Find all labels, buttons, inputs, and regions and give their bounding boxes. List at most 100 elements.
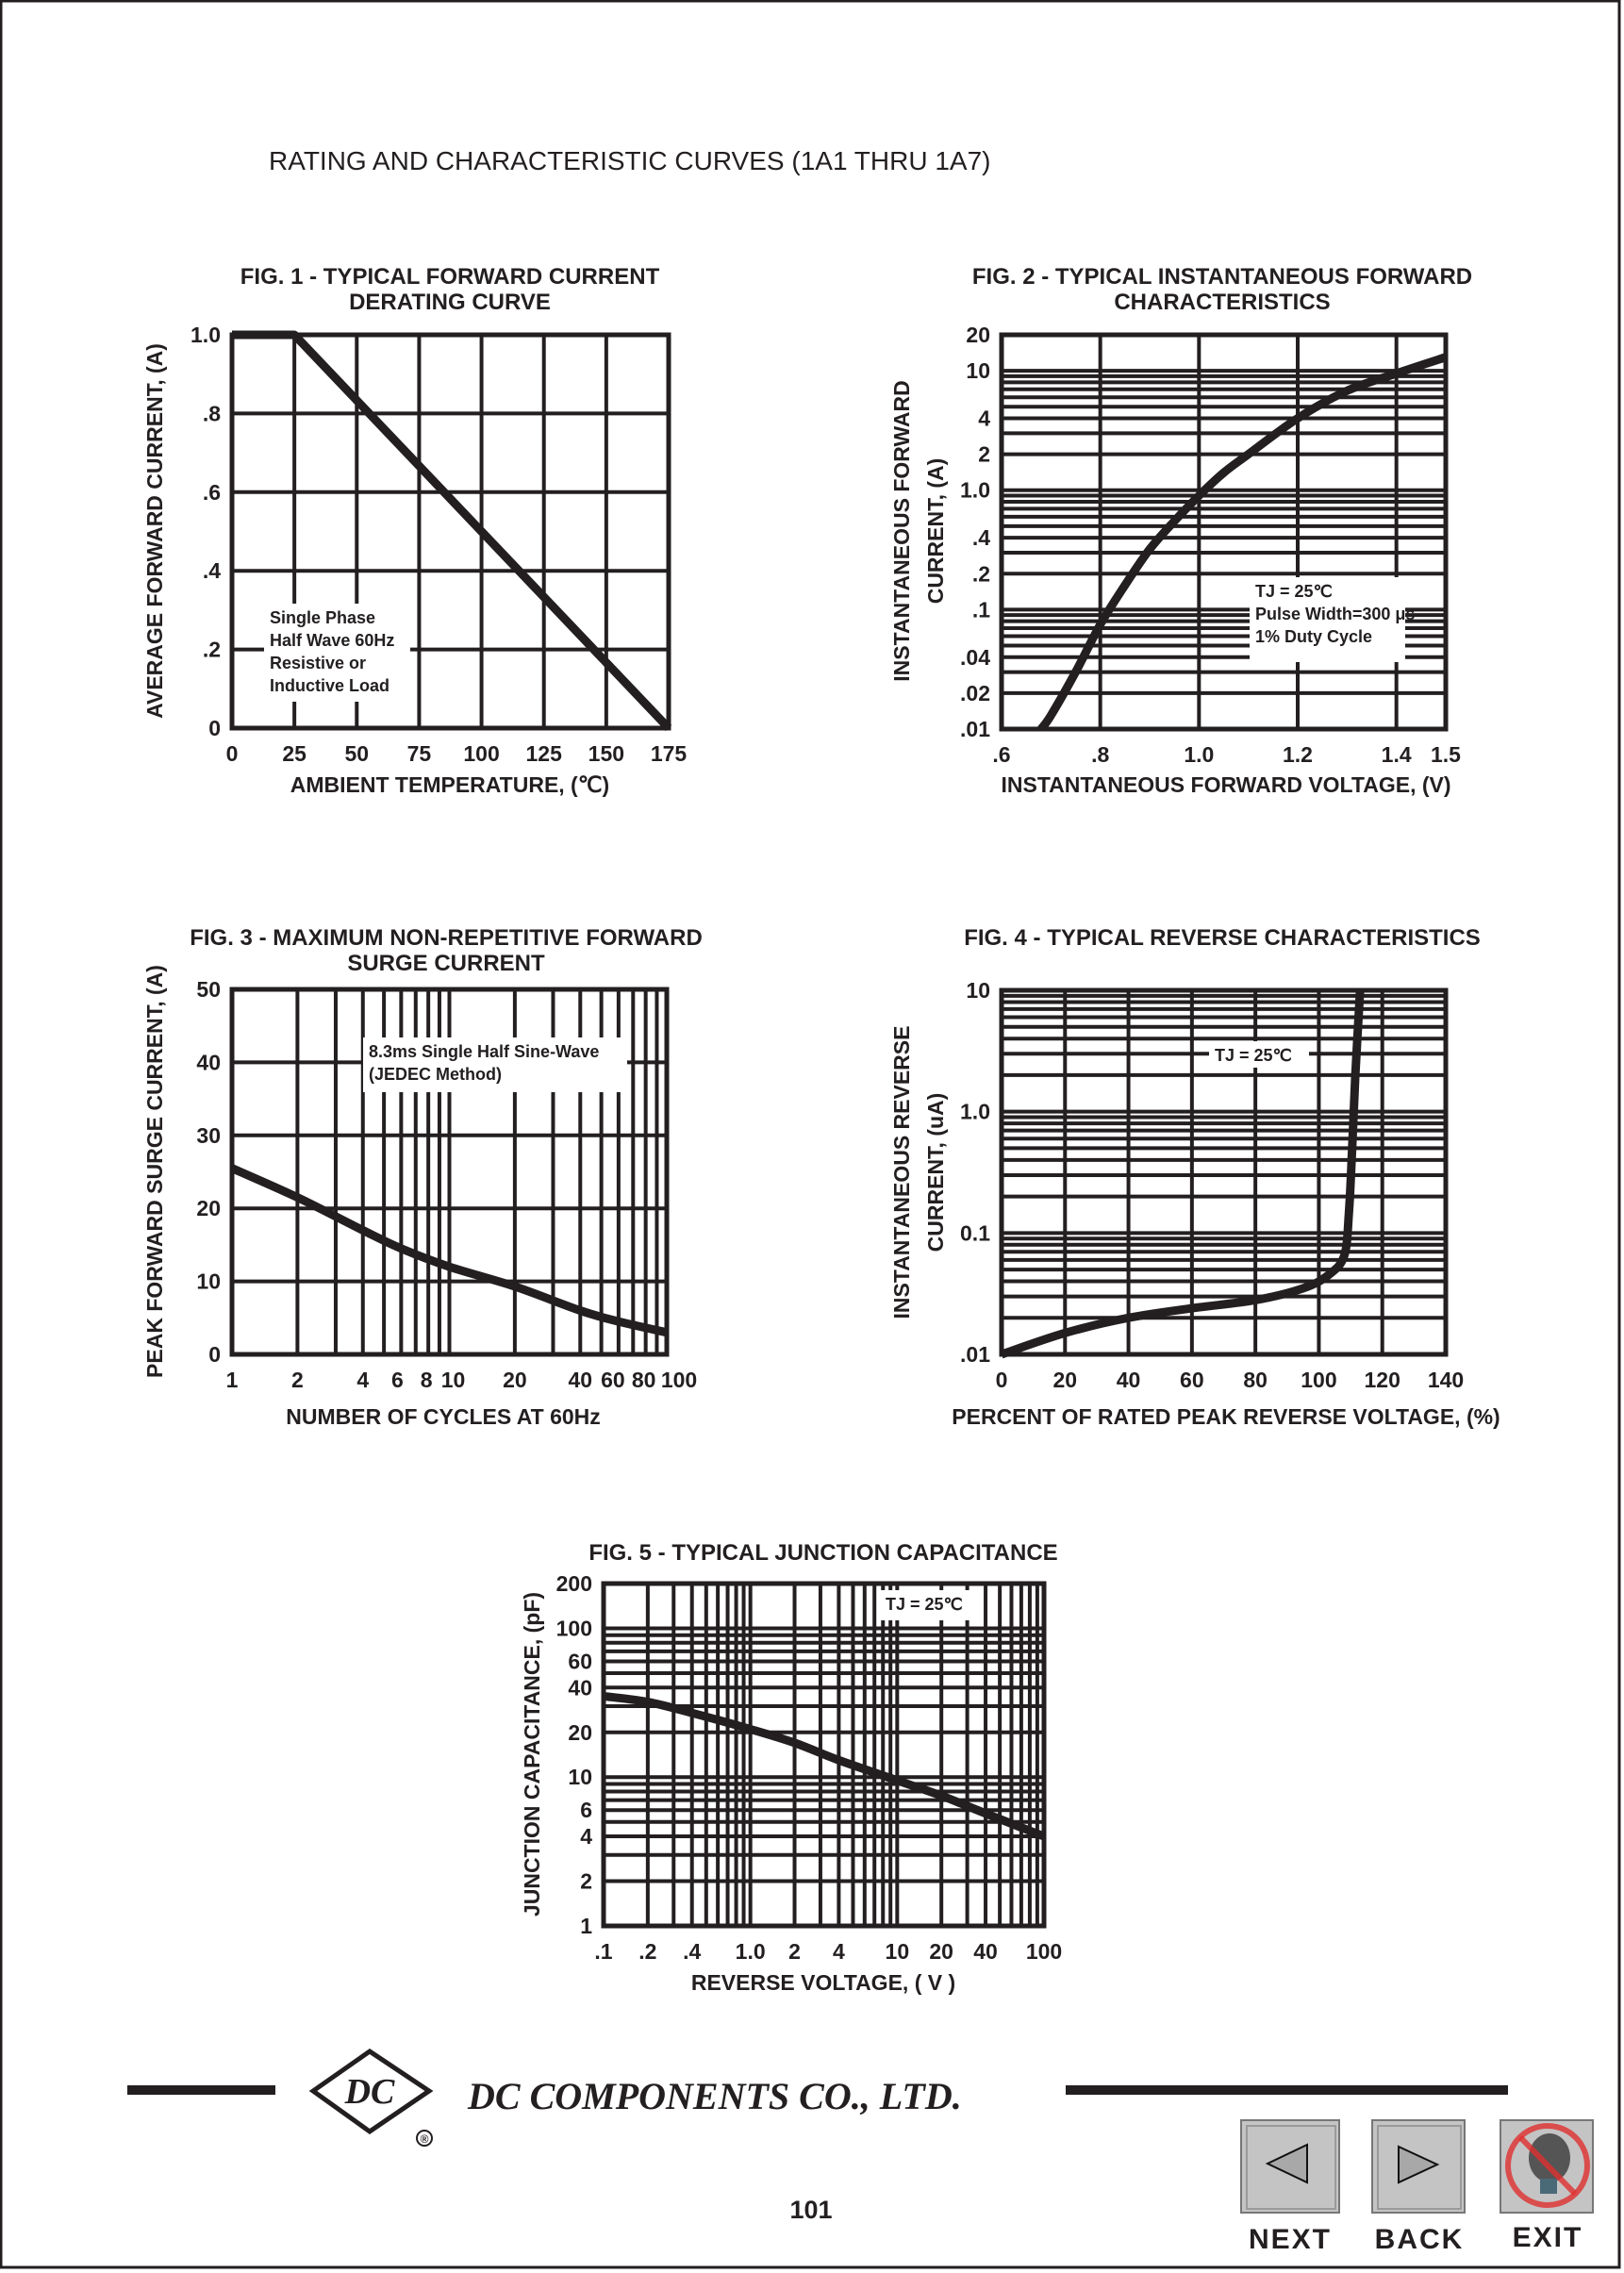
fig1-y-tick-label: .4: [203, 558, 221, 583]
fig5-y-tick-label: 6: [580, 1798, 592, 1822]
fig1-annotation-box: [264, 604, 410, 702]
fig1-labels: FIG. 1 - TYPICAL FORWARD CURRENT DERATIN…: [142, 264, 660, 797]
fig1-title-line2: DERATING CURVE: [349, 290, 551, 315]
fig4-x-tick-label: 80: [1243, 1368, 1268, 1392]
exit-button[interactable]: EXIT: [1500, 2119, 1594, 2253]
fig4-title: FIG. 4 - TYPICAL REVERSE CHARACTERISTICS: [964, 925, 1481, 951]
fig4-x-tick-label: 100: [1301, 1368, 1336, 1392]
fig3-y-tick-label: 0: [208, 1342, 221, 1367]
fig2-y-tick-label: .01: [960, 717, 990, 741]
fig2-annotation-line: Pulse Width=300 μs: [1255, 605, 1415, 623]
no-lightbulb-icon: [1505, 2123, 1590, 2208]
fig1-y-tick-label: 0: [208, 716, 221, 740]
fig1-y-tick-label: .2: [203, 638, 221, 662]
page-number: 101: [789, 2196, 832, 2224]
fig2-y-tick-label: 1.0: [960, 478, 990, 503]
fig2-y-tick-label: .02: [960, 681, 990, 705]
fig5-plot-frame: [601, 1581, 1047, 1929]
fig1-title-line1: FIG. 1 - TYPICAL FORWARD CURRENT: [240, 264, 660, 290]
fig4-labels: FIG. 4 - TYPICAL REVERSE CHARACTERISTICS…: [889, 925, 1500, 1429]
fig3-x-tick-label: 10: [441, 1368, 466, 1392]
footer-rule-right: [1066, 2085, 1508, 2095]
fig1-annotation-line: Resistive or: [270, 654, 366, 672]
fig3-y-axis-label: PEAK FORWARD SURGE CURRENT, (A): [142, 965, 167, 1378]
fig2-x-axis-label: INSTANTANEOUS FORWARD VOLTAGE, (V): [1001, 772, 1450, 797]
fig1-curve: [232, 330, 672, 732]
registered-mark-circle: [416, 2130, 433, 2147]
fig5-annotation-line: TJ = 25℃: [886, 1595, 963, 1614]
fig3-y-tick-label: 10: [196, 1269, 221, 1294]
fig3-x-tick-label: 100: [661, 1368, 697, 1392]
back-button[interactable]: BACK: [1371, 2119, 1466, 2255]
fig4-annotation: TJ = 25℃: [1209, 1041, 1309, 1068]
fig3-y-tick-label: 20: [196, 1196, 221, 1220]
fig5-grid: [602, 1582, 1046, 1928]
fig5-labels: FIG. 5 - TYPICAL JUNCTION CAPACITANCE RE…: [520, 1540, 1058, 1995]
fig1-annotation-line: Half Wave 60Hz: [270, 631, 394, 650]
fig5-y-tick-label: 4: [580, 1824, 592, 1849]
fig1-annotation: Single Phase Half Wave 60Hz Resistive or In…: [264, 604, 410, 702]
fig5-x-tick-label: 100: [1026, 1939, 1062, 1964]
fig3-x-axis-label: NUMBER OF CYCLES AT 60Hz: [286, 1404, 601, 1429]
fig5-x-tick-label: 10: [886, 1939, 910, 1964]
footer: DC ® DC COMPONENTS CO., LTD. 101: [127, 2048, 1508, 2224]
fig4-annotation-line: TJ = 25℃: [1215, 1046, 1292, 1065]
fig4-x-tick-label: 20: [1052, 1368, 1077, 1392]
fig2-y-tick-label: 20: [966, 323, 990, 347]
fig5-y-tick-label: 200: [556, 1571, 592, 1596]
right-triangle-icon: [1398, 2145, 1440, 2184]
fig5-curve: [603, 1691, 1046, 1841]
fig2-title-line2: CHARACTERISTICS: [1114, 290, 1330, 315]
fig4-x-tick-label: 0: [996, 1368, 1008, 1392]
fig2-grid: [1000, 333, 1448, 731]
exit-label: EXIT: [1513, 2222, 1583, 2253]
fig1-annotation-line: Inductive Load: [270, 676, 389, 695]
fig3-x-tick-label: 80: [632, 1368, 656, 1392]
fig2-annotation-line: TJ = 25℃: [1255, 582, 1333, 601]
fig1-x-tick-label: 100: [463, 741, 499, 766]
fig5-annotation: TJ = 25℃: [880, 1590, 972, 1620]
fig5-x-tick-label: 2: [788, 1939, 801, 1964]
fig5-y-tick-label: 20: [568, 1720, 592, 1745]
fig2-y-tick-label: .2: [972, 561, 990, 586]
fig3-annotation-line: 8.3ms Single Half Sine-Wave: [369, 1042, 599, 1061]
fig4-plot-frame: [999, 987, 1449, 1357]
fig5-y-tick-label: 100: [556, 1616, 592, 1640]
next-label: NEXT: [1249, 2224, 1332, 2255]
fig5-x-tick-label: .1: [594, 1939, 612, 1964]
fig3-x-tick-label: 1: [226, 1368, 239, 1392]
fig2-x-tick-label: .8: [1091, 742, 1109, 767]
fig2-x-tick-label: 1.2: [1283, 742, 1313, 767]
fig2-x-tick-label: 1.0: [1184, 742, 1214, 767]
fig4-x-tick-label: 140: [1428, 1368, 1464, 1392]
fig4-y-tick-label: 0.1: [960, 1220, 990, 1245]
fig3-curve: [230, 1164, 668, 1337]
fig5-y-axis-label: JUNCTION CAPACITANCE, (pF): [520, 1592, 544, 1916]
fig5-y-tick-label: 40: [568, 1675, 592, 1700]
fig1-y-tick-label: 1.0: [191, 323, 221, 347]
fig4-x-tick-label: 120: [1365, 1368, 1400, 1392]
fig2-annotation: TJ = 25℃ Pulse Width=300 μs 1% Duty Cycle: [1250, 577, 1415, 662]
fig4-x-tick-label: 60: [1180, 1368, 1204, 1392]
fig5-annotation-box: [880, 1590, 972, 1620]
fig4-annotation-box: [1209, 1041, 1309, 1068]
fig3-x-tick-label: 2: [291, 1368, 304, 1392]
fig2-annotation-box: [1250, 577, 1405, 662]
fig3-annotation-line: (JEDEC Method): [369, 1065, 502, 1084]
logo-diamond: [308, 2048, 434, 2135]
fig2-x-tick-label: .6: [992, 742, 1010, 767]
fig2-y-tick-label: .1: [972, 597, 990, 622]
next-button[interactable]: NEXT: [1240, 2119, 1340, 2255]
fig2-chart: TJ = 25℃ Pulse Width=300 μs 1% Duty Cycle.…: [960, 323, 1461, 767]
fig5-y-tick-label: 60: [568, 1649, 592, 1673]
fig5-x-tick-label: .4: [683, 1939, 701, 1964]
fig3-x-tick-label: 40: [568, 1368, 592, 1392]
fig1-y-axis-label: AVERAGE FORWARD CURRENT, (A): [142, 343, 167, 719]
fig1-x-tick-label: 150: [588, 741, 624, 766]
fig3-x-tick-label: 20: [503, 1368, 527, 1392]
fig1-annotation-line: Single Phase: [270, 608, 375, 627]
fig3-chart: 8.3ms Single Half Sine-Wave (JEDEC Method…: [196, 977, 697, 1392]
